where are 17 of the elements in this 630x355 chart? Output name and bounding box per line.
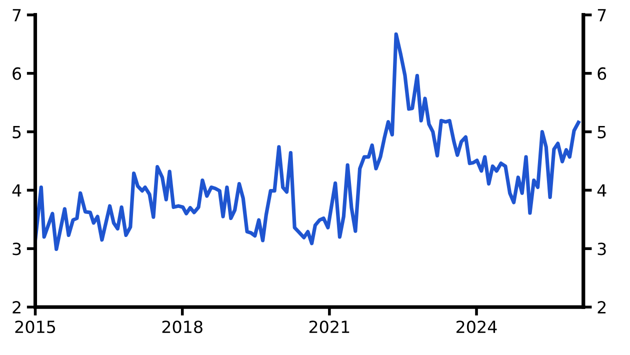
line-series [35, 32, 580, 252]
x-tick-label: 2021 [309, 320, 350, 334]
y2-tick-label: 7 [598, 9, 606, 22]
x-tick-label: 2015 [15, 320, 56, 334]
y2-tick-label: 4 [597, 184, 606, 197]
y-tick-label: 4 [12, 184, 22, 197]
y2-tick-label: 6 [598, 67, 606, 80]
x-tick-label: 2024 [456, 320, 497, 334]
y-tick-label: 2 [12, 301, 20, 314]
y2-tick-label: 2 [598, 301, 606, 314]
y-tick-label: 5 [12, 126, 21, 138]
y-tick-label: 6 [12, 67, 22, 80]
x-tick-label: 2018 [162, 320, 202, 334]
y-tick-label: 3 [12, 242, 21, 256]
y-tick-label: 7 [12, 9, 21, 22]
y2-tick-label: 3 [598, 242, 606, 256]
y2-tick-label: 5 [598, 126, 606, 138]
